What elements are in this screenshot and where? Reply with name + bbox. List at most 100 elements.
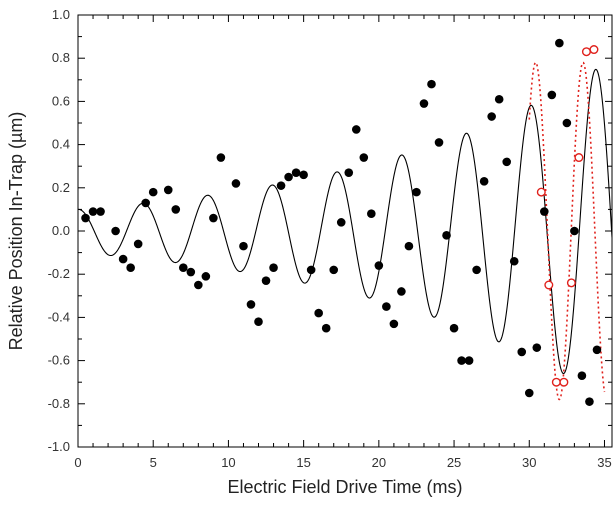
x-tick-label: 5 — [150, 455, 157, 470]
data-point-filled — [314, 308, 323, 318]
x-tick-label: 20 — [372, 455, 386, 470]
x-tick-label: 0 — [74, 455, 81, 470]
data-point-filled — [570, 226, 579, 236]
data-point-filled — [585, 397, 594, 406]
data-point-open — [559, 377, 569, 387]
data-point-filled — [329, 265, 339, 275]
data-point-filled — [344, 168, 354, 177]
data-point-filled — [359, 153, 369, 162]
data-point-filled — [555, 38, 564, 48]
data-point-filled — [88, 207, 98, 216]
y-tick-label: 1.0 — [52, 7, 70, 22]
data-point-filled — [524, 388, 534, 398]
x-axis-label: Electric Field Drive Time (ms) — [227, 477, 462, 497]
y-tick-label: 0.4 — [52, 137, 70, 152]
data-point-filled — [517, 347, 527, 357]
data-point-filled — [239, 241, 248, 251]
data-point-filled — [487, 112, 496, 121]
data-point-filled — [141, 198, 150, 208]
data-point-filled — [547, 90, 557, 100]
data-point-filled — [577, 371, 587, 381]
data-point-open — [589, 45, 599, 55]
data-point-filled — [246, 300, 256, 309]
data-point-filled — [419, 99, 429, 108]
data-point-filled — [291, 168, 301, 177]
x-tick-label: 35 — [597, 455, 611, 470]
data-point-filled — [449, 323, 459, 333]
data-point-filled — [269, 263, 278, 273]
data-point-filled — [216, 153, 226, 162]
x-tick-label: 10 — [221, 455, 235, 470]
data-point-filled — [209, 213, 218, 223]
data-point-filled — [126, 263, 135, 273]
data-point-filled — [427, 79, 436, 89]
data-point-open — [544, 280, 554, 290]
data-point-filled — [261, 276, 271, 285]
plot-frame — [77, 14, 613, 448]
data-point-filled — [457, 356, 466, 365]
data-point-filled — [464, 356, 474, 365]
fit-curve-damped — [78, 68, 612, 375]
data-point-filled — [404, 241, 414, 251]
data-point-filled — [163, 185, 173, 195]
data-point-open — [566, 278, 576, 288]
data-point-filled — [562, 118, 572, 128]
data-point-filled — [412, 187, 421, 197]
data-point-filled — [367, 209, 376, 219]
data-point-filled — [171, 205, 181, 214]
data-point-filled — [306, 265, 316, 275]
y-tick-label: 0.8 — [52, 50, 70, 65]
data-point-filled — [351, 125, 361, 134]
data-point-filled — [336, 218, 346, 227]
data-point-open — [581, 47, 591, 57]
data-point-filled — [111, 226, 120, 236]
data-point-filled — [479, 177, 489, 186]
data-point-filled — [231, 179, 241, 188]
data-point-filled — [494, 94, 504, 104]
data-point-filled — [389, 319, 399, 329]
data-point-filled — [178, 263, 188, 273]
y-tick-label: -1.0 — [48, 439, 70, 454]
y-tick-label: 0.6 — [52, 93, 70, 108]
data-point-filled — [148, 187, 158, 197]
data-point-filled — [321, 323, 331, 333]
data-point-open — [536, 187, 546, 197]
data-point-filled — [133, 239, 143, 249]
x-tick-label: 30 — [522, 455, 536, 470]
data-point-filled — [284, 172, 293, 182]
y-tick-label: -0.6 — [48, 353, 70, 368]
data-point-filled — [540, 207, 549, 216]
data-point-filled — [532, 343, 542, 352]
data-point-filled — [276, 181, 286, 190]
data-point-filled — [194, 280, 203, 290]
data-point-open — [551, 377, 561, 387]
data-point-filled — [254, 317, 263, 327]
y-axis-label: Relative Position In-Trap (µm) — [6, 112, 26, 351]
data-point-filled — [118, 254, 128, 264]
x-tick-label: 15 — [296, 455, 310, 470]
x-tick-label: 25 — [447, 455, 461, 470]
data-point-filled — [592, 345, 602, 355]
data-point-filled — [382, 302, 391, 311]
y-tick-label: -0.8 — [48, 396, 70, 411]
y-tick-label: 0.0 — [52, 223, 70, 238]
data-point-filled — [442, 231, 451, 240]
data-point-open — [574, 153, 584, 163]
data-point-filled — [374, 261, 384, 270]
data-point-filled — [502, 157, 512, 167]
data-point-filled — [509, 256, 519, 266]
data-point-filled — [472, 265, 481, 275]
data-point-filled — [81, 213, 90, 223]
data-point-filled — [201, 272, 211, 281]
data-point-filled — [186, 267, 196, 277]
data-point-filled — [96, 207, 105, 216]
data-point-filled — [299, 170, 308, 180]
data-point-filled — [397, 287, 406, 296]
y-tick-label: -0.4 — [48, 309, 70, 324]
data-point-filled — [434, 138, 444, 147]
fit-curve-red-dotted — [528, 61, 606, 401]
y-tick-label: -0.2 — [48, 266, 70, 281]
y-tick-label: 0.2 — [52, 180, 70, 195]
